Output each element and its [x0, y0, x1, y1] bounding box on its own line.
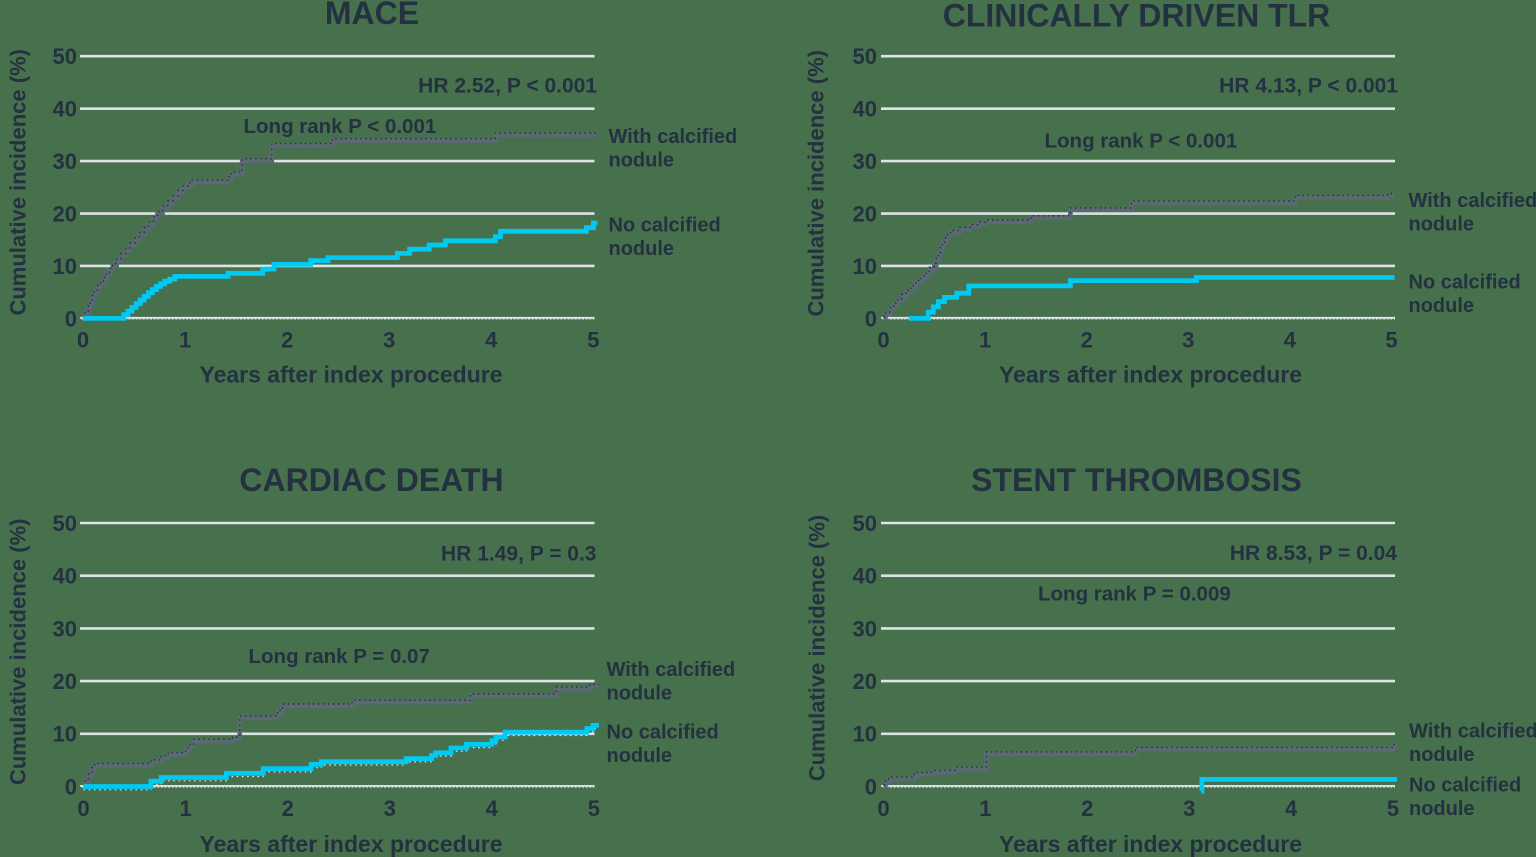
- svg-text:3: 3: [384, 796, 396, 821]
- svg-text:5: 5: [588, 796, 600, 821]
- svg-text:nodule: nodule: [1409, 744, 1475, 766]
- svg-text:0: 0: [65, 774, 77, 799]
- svg-text:1: 1: [979, 796, 991, 821]
- svg-text:Cumulative incidence (%): Cumulative incidence (%): [803, 50, 828, 317]
- svg-text:50: 50: [53, 511, 77, 536]
- svg-text:10: 10: [53, 722, 77, 747]
- svg-text:Long rank P < 0.001: Long rank P < 0.001: [244, 115, 437, 138]
- svg-text:No calcified: No calcified: [607, 722, 719, 744]
- svg-text:4: 4: [486, 796, 499, 821]
- svg-text:50: 50: [53, 44, 77, 69]
- svg-text:nodule: nodule: [607, 745, 673, 767]
- svg-text:1: 1: [979, 327, 991, 352]
- svg-text:nodule: nodule: [1409, 295, 1475, 317]
- svg-text:30: 30: [853, 149, 877, 174]
- svg-text:0: 0: [77, 327, 89, 352]
- svg-text:0: 0: [865, 306, 877, 331]
- svg-text:With calcified: With calcified: [1409, 190, 1536, 212]
- svg-text:With calcified: With calcified: [1409, 721, 1536, 743]
- svg-text:Years after index procedure: Years after index procedure: [999, 362, 1302, 388]
- svg-text:Long rank P = 0.07: Long rank P = 0.07: [249, 645, 430, 668]
- svg-text:20: 20: [53, 669, 77, 694]
- svg-text:1: 1: [179, 327, 191, 352]
- svg-text:40: 40: [53, 97, 77, 122]
- svg-text:20: 20: [853, 669, 877, 694]
- svg-text:5: 5: [1385, 327, 1397, 352]
- svg-text:Cumulative incidence (%): Cumulative incidence (%): [5, 519, 30, 786]
- svg-text:Long rank P = 0.009: Long rank P = 0.009: [1038, 583, 1231, 606]
- svg-text:3: 3: [383, 327, 395, 352]
- svg-text:0: 0: [865, 774, 877, 799]
- svg-text:40: 40: [853, 564, 877, 589]
- svg-text:5: 5: [587, 327, 599, 352]
- svg-text:Years after index procedure: Years after index procedure: [200, 362, 503, 388]
- svg-text:30: 30: [853, 616, 877, 641]
- svg-text:2: 2: [1081, 796, 1093, 821]
- svg-text:nodule: nodule: [1409, 798, 1475, 820]
- svg-text:10: 10: [53, 254, 77, 279]
- svg-text:STENT THROMBOSIS: STENT THROMBOSIS: [971, 462, 1302, 498]
- svg-text:No calcified: No calcified: [1409, 775, 1521, 797]
- svg-text:0: 0: [77, 796, 89, 821]
- svg-text:No calcified: No calcified: [609, 215, 721, 237]
- svg-text:With calcified: With calcified: [609, 126, 738, 148]
- svg-text:40: 40: [53, 564, 77, 589]
- svg-text:2: 2: [281, 327, 293, 352]
- svg-text:0: 0: [65, 306, 77, 331]
- svg-text:HR 1.49, P = 0.3: HR 1.49, P = 0.3: [441, 543, 596, 566]
- svg-text:Cumulative incidence (%): Cumulative incidence (%): [5, 49, 30, 316]
- svg-text:2: 2: [282, 796, 294, 821]
- svg-text:10: 10: [853, 254, 877, 279]
- svg-text:30: 30: [53, 616, 77, 641]
- svg-text:20: 20: [53, 201, 77, 226]
- svg-text:30: 30: [53, 149, 77, 174]
- svg-text:Long rank P < 0.001: Long rank P < 0.001: [1045, 130, 1238, 153]
- svg-text:Years after index procedure: Years after index procedure: [200, 831, 503, 857]
- svg-text:50: 50: [853, 511, 877, 536]
- svg-text:4: 4: [1284, 327, 1297, 352]
- svg-text:1: 1: [179, 796, 191, 821]
- svg-text:MACE: MACE: [325, 0, 419, 31]
- svg-text:3: 3: [1182, 327, 1194, 352]
- svg-text:nodule: nodule: [609, 150, 675, 172]
- svg-text:0: 0: [877, 327, 889, 352]
- svg-text:5: 5: [1387, 796, 1399, 821]
- svg-text:3: 3: [1183, 796, 1195, 821]
- svg-text:No calcified: No calcified: [1409, 272, 1521, 294]
- svg-text:nodule: nodule: [607, 683, 673, 705]
- svg-text:CLINICALLY DRIVEN TLR: CLINICALLY DRIVEN TLR: [943, 0, 1331, 34]
- svg-text:With calcified: With calcified: [607, 659, 736, 681]
- svg-text:2: 2: [1081, 327, 1093, 352]
- svg-text:CARDIAC DEATH: CARDIAC DEATH: [239, 462, 503, 498]
- svg-text:nodule: nodule: [609, 238, 675, 260]
- svg-text:10: 10: [853, 722, 877, 747]
- svg-text:4: 4: [485, 327, 498, 352]
- svg-text:50: 50: [853, 44, 877, 69]
- svg-text:nodule: nodule: [1409, 214, 1475, 236]
- svg-text:HR 4.13, P < 0.001: HR 4.13, P < 0.001: [1219, 74, 1398, 97]
- svg-text:HR 8.53, P = 0.04: HR 8.53, P = 0.04: [1230, 542, 1397, 565]
- svg-text:Years after index procedure: Years after index procedure: [999, 831, 1302, 857]
- svg-text:4: 4: [1285, 796, 1298, 821]
- svg-text:20: 20: [853, 201, 877, 226]
- svg-text:HR 2.52, P < 0.001: HR 2.52, P < 0.001: [418, 74, 597, 97]
- svg-text:40: 40: [853, 97, 877, 122]
- svg-text:0: 0: [877, 796, 889, 821]
- svg-text:Cumulative incidence (%): Cumulative incidence (%): [804, 515, 829, 782]
